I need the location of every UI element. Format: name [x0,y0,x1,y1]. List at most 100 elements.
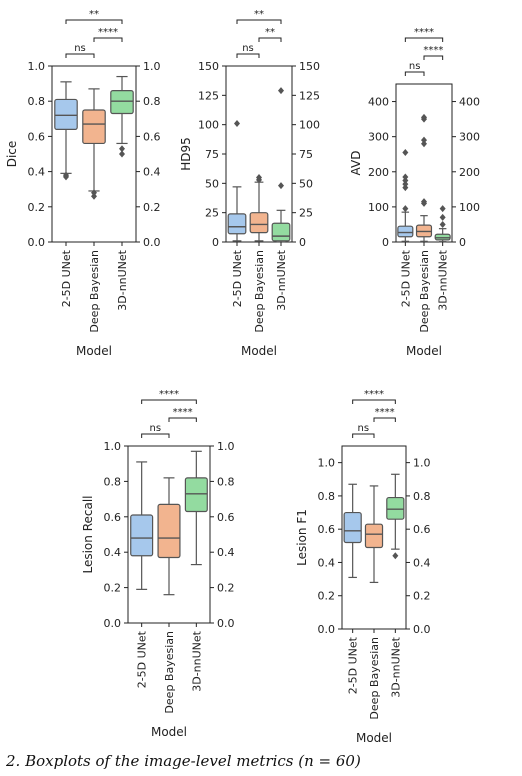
significance-label: **** [375,407,395,418]
ytick-label-left: 1.0 [318,457,336,470]
iqr-box [227,213,247,235]
significance-bracket [258,37,282,42]
ytick-label-left: 0.0 [318,623,336,636]
significance-bracket [168,417,197,422]
xtick-label: 2-5D UNet [136,630,149,688]
outlier-point [234,119,240,127]
outlier-point [439,220,446,228]
xtick-label: 3D-nnUNet [190,630,203,691]
outlier-point [421,113,427,121]
box-deep-bayesian [82,88,106,200]
outlier-point [439,213,446,221]
significance-bracket [141,399,197,404]
significance-label: ** [265,27,275,38]
significance-label: **** [414,27,434,38]
significance-label: ** [254,9,264,20]
iqr-box [364,523,384,549]
iqr-box [397,225,414,238]
xtick-label: Deep Bayesian [88,250,101,333]
significance-label: **** [423,45,443,56]
outlier-point [119,145,125,153]
significance-label: ** [89,9,99,20]
iqr-box [343,511,362,544]
chart-panel-3: 0 0 100 100 200 200 300 300 400 400 AVD 2-5D UNet De… [349,27,480,358]
ytick-label-left: 0.6 [28,130,46,143]
ytick-label-left: 300 [368,131,389,144]
ytick-label-right: 0.2 [143,201,161,214]
ytick-label-left: 1.0 [104,440,122,453]
outlier-point [91,189,97,197]
significance-bracket [373,417,396,422]
ytick-label-left: 0 [382,236,389,249]
significance-bracket [65,53,95,58]
chart-panel-4: 0.0 0.0 0.2 0.2 0.4 0.4 0.6 0.6 0.8 0.8 1.0 1.0 Lesi… [81,389,235,739]
ytick-label-right: 125 [299,89,320,102]
ytick-label-right: 0.4 [143,166,161,179]
outlier-point [256,173,262,181]
ytick-label-left: 0.4 [28,166,46,179]
box-deep-bayesian [415,113,433,242]
ytick-label-right: 0.6 [217,511,235,524]
ytick-label-right: 1.0 [217,440,235,453]
y-axis-label: Lesion Recall [81,495,95,573]
x-axis-label: Model [356,731,392,745]
box-3d-nnunet [386,473,405,560]
ytick-label-left: 0.8 [318,490,336,503]
ytick-label-right: 0.4 [413,556,431,569]
significance-label: **** [364,389,384,400]
outlier-point [402,173,409,181]
y-axis-label: AVD [349,151,363,176]
box-2-5d-unet [130,461,154,590]
ytick-label-right: 0 [459,236,466,249]
ytick-label-left: 0.4 [104,546,122,559]
xtick-label: Deep Bayesian [368,637,381,720]
outlier-point [439,205,446,213]
ytick-label-left: 1.0 [28,60,46,73]
box-2-5d-unet [343,483,362,579]
iqr-box [249,212,269,234]
xtick-label: Deep Bayesian [418,250,431,333]
box-deep-bayesian [157,477,181,596]
ytick-label-right: 50 [299,177,313,190]
xtick-label: 2-5D UNet [60,249,73,307]
iqr-box [82,109,106,145]
significance-bracket [93,37,123,42]
xtick-label: 2-5D UNet [399,249,412,307]
ytick-label-left: 0.2 [318,590,336,603]
ytick-label-right: 0.2 [217,582,235,595]
significance-bracket [65,19,123,24]
iqr-box [184,477,208,513]
y-axis-label: Lesion F1 [295,509,309,566]
outlier-point [278,87,284,95]
significance-bracket [352,399,396,404]
significance-label: ns [74,43,86,54]
x-axis-label: Model [241,344,277,358]
xtick-label: 3D-nnUNet [389,636,402,697]
chart-panel-1: 0.0 0.0 0.2 0.2 0.4 0.4 0.6 0.6 0.8 0.8 1.0 1.0 Dice… [5,9,161,358]
ytick-label-right: 75 [299,148,313,161]
outlier-point [402,177,409,185]
x-axis-label: Model [76,344,112,358]
outlier-point [421,136,427,144]
box-deep-bayesian [249,173,269,242]
outlier-point [119,150,125,158]
xtick-label: Deep Bayesian [163,631,176,714]
ytick-label-right: 0.6 [143,130,161,143]
significance-bracket [141,433,170,438]
ytick-label-left: 0.2 [28,201,46,214]
ytick-label-right: 0.8 [413,490,431,503]
xtick-label: 3D-nnUNet [275,249,288,310]
ytick-label-left: 0.0 [28,236,46,249]
figure-caption: 2. Boxplots of the image-level metrics (… [6,752,361,770]
box-3d-nnunet [271,87,291,243]
chart-panel-2: 0 0 25 25 50 50 75 75 100 100 125 125 150 150 HD95 2-5D… [179,9,320,358]
ytick-label-right: 200 [459,166,480,179]
ytick-label-right: 300 [459,131,480,144]
significance-bracket [423,55,444,60]
ytick-label-left: 0.0 [104,617,122,630]
significance-bracket [352,433,375,438]
significance-bracket [236,53,260,58]
ytick-label-right: 1.0 [143,60,161,73]
outlier-point [91,192,97,200]
iqr-box [54,98,78,130]
